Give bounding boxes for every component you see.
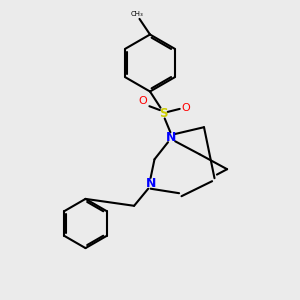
Text: S: S (159, 106, 168, 120)
Text: N: N (146, 177, 156, 190)
Text: CH₃: CH₃ (131, 11, 143, 16)
Text: O: O (138, 95, 147, 106)
Text: O: O (182, 103, 190, 113)
Text: N: N (166, 131, 176, 144)
